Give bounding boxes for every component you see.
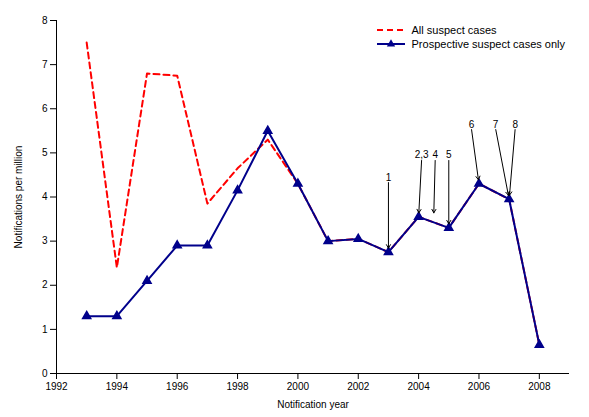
svg-text:4: 4	[432, 149, 438, 160]
svg-text:2008: 2008	[528, 381, 551, 392]
svg-text:1992: 1992	[45, 381, 68, 392]
html-text:All suspect cases: All suspect cases	[411, 24, 497, 36]
svg-text:1998: 1998	[226, 381, 249, 392]
svg-text:5: 5	[446, 149, 452, 160]
svg-text:1996: 1996	[166, 381, 189, 392]
html-text:Prospective suspect cases only: Prospective suspect cases only	[411, 38, 565, 50]
svg-text:Notifications per million: Notifications per million	[13, 146, 24, 249]
svg-text:8: 8	[512, 119, 518, 130]
svg-text:Notification year: Notification year	[277, 399, 349, 410]
svg-text:2004: 2004	[407, 381, 430, 392]
svg-text:4: 4	[42, 191, 48, 202]
svg-text:2006: 2006	[468, 381, 491, 392]
svg-text:1994: 1994	[106, 381, 129, 392]
svg-text:1: 1	[386, 172, 392, 183]
svg-text:2000: 2000	[287, 381, 310, 392]
svg-text:6: 6	[42, 103, 48, 114]
svg-text:7: 7	[493, 119, 499, 130]
svg-text:2,3: 2,3	[415, 149, 429, 160]
svg-text:6: 6	[469, 119, 475, 130]
svg-text:3: 3	[42, 235, 48, 246]
svg-text:1: 1	[42, 324, 48, 335]
svg-text:0: 0	[42, 368, 48, 379]
svg-text:2: 2	[42, 279, 48, 290]
svg-text:7: 7	[42, 59, 48, 70]
svg-text:2002: 2002	[347, 381, 370, 392]
svg-text:5: 5	[42, 147, 48, 158]
svg-text:8: 8	[42, 15, 48, 26]
